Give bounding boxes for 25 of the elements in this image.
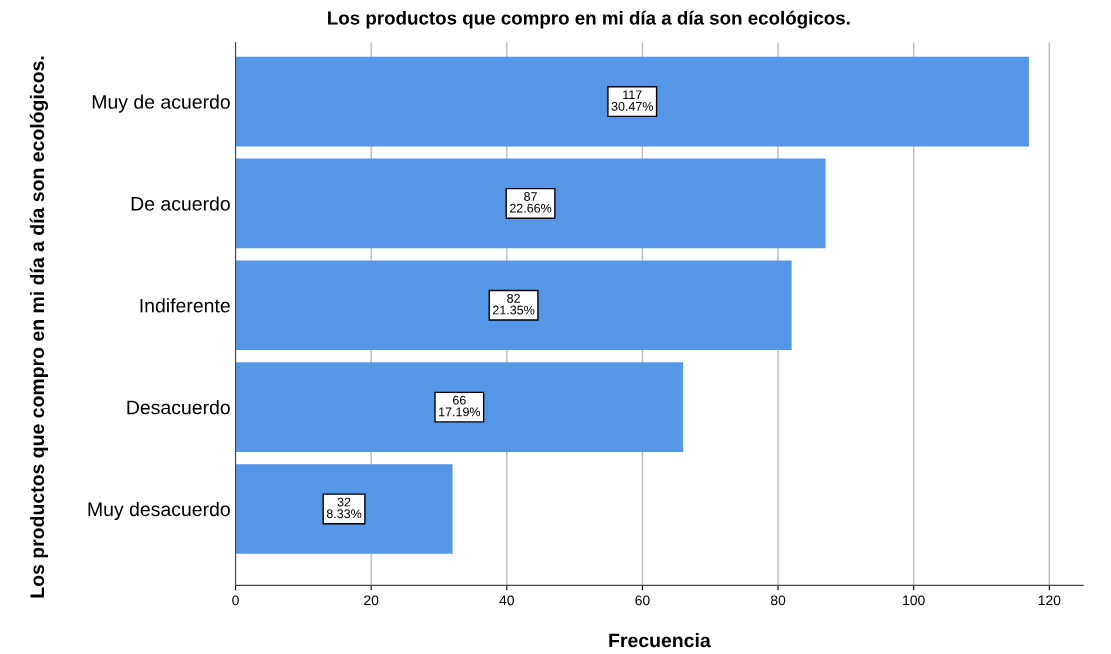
bar <box>235 158 826 249</box>
bar <box>235 464 453 554</box>
chart-title: Los productos que compro en mi día a día son ecológicos. <box>328 10 850 29</box>
x-tick-label: 40 <box>499 595 514 606</box>
y-axis-title: Los productos que compro en mi día a día son ecológicos. <box>29 56 49 598</box>
x-tick-label: 100 <box>903 595 925 606</box>
data-label: 66 17.19% <box>439 395 481 417</box>
data-label: 32 8.33% <box>326 497 362 519</box>
y-tick-label: Desacuerdo <box>127 400 230 415</box>
bar <box>235 56 1029 147</box>
x-tick-label: 0 <box>232 595 239 606</box>
bar <box>235 260 792 351</box>
y-tick-label: Muy de acuerdo <box>92 94 230 113</box>
x-tick-label: 60 <box>635 595 650 606</box>
data-label: 117 30.47% <box>611 90 654 111</box>
x-tick-label: 20 <box>364 595 379 606</box>
x-tick-label: 120 <box>1038 595 1061 606</box>
x-tick-label: 80 <box>770 595 786 606</box>
x-axis-title: Frecuencia <box>609 633 711 648</box>
bar <box>235 362 684 452</box>
y-tick-label: Indiferente <box>140 298 230 313</box>
data-label: 82 21.35% <box>493 293 535 315</box>
y-tick-label: De acuerdo <box>131 196 230 211</box>
y-tick-label: Muy desacuerdo <box>88 501 230 521</box>
data-label: 87 22.66% <box>509 192 552 213</box>
